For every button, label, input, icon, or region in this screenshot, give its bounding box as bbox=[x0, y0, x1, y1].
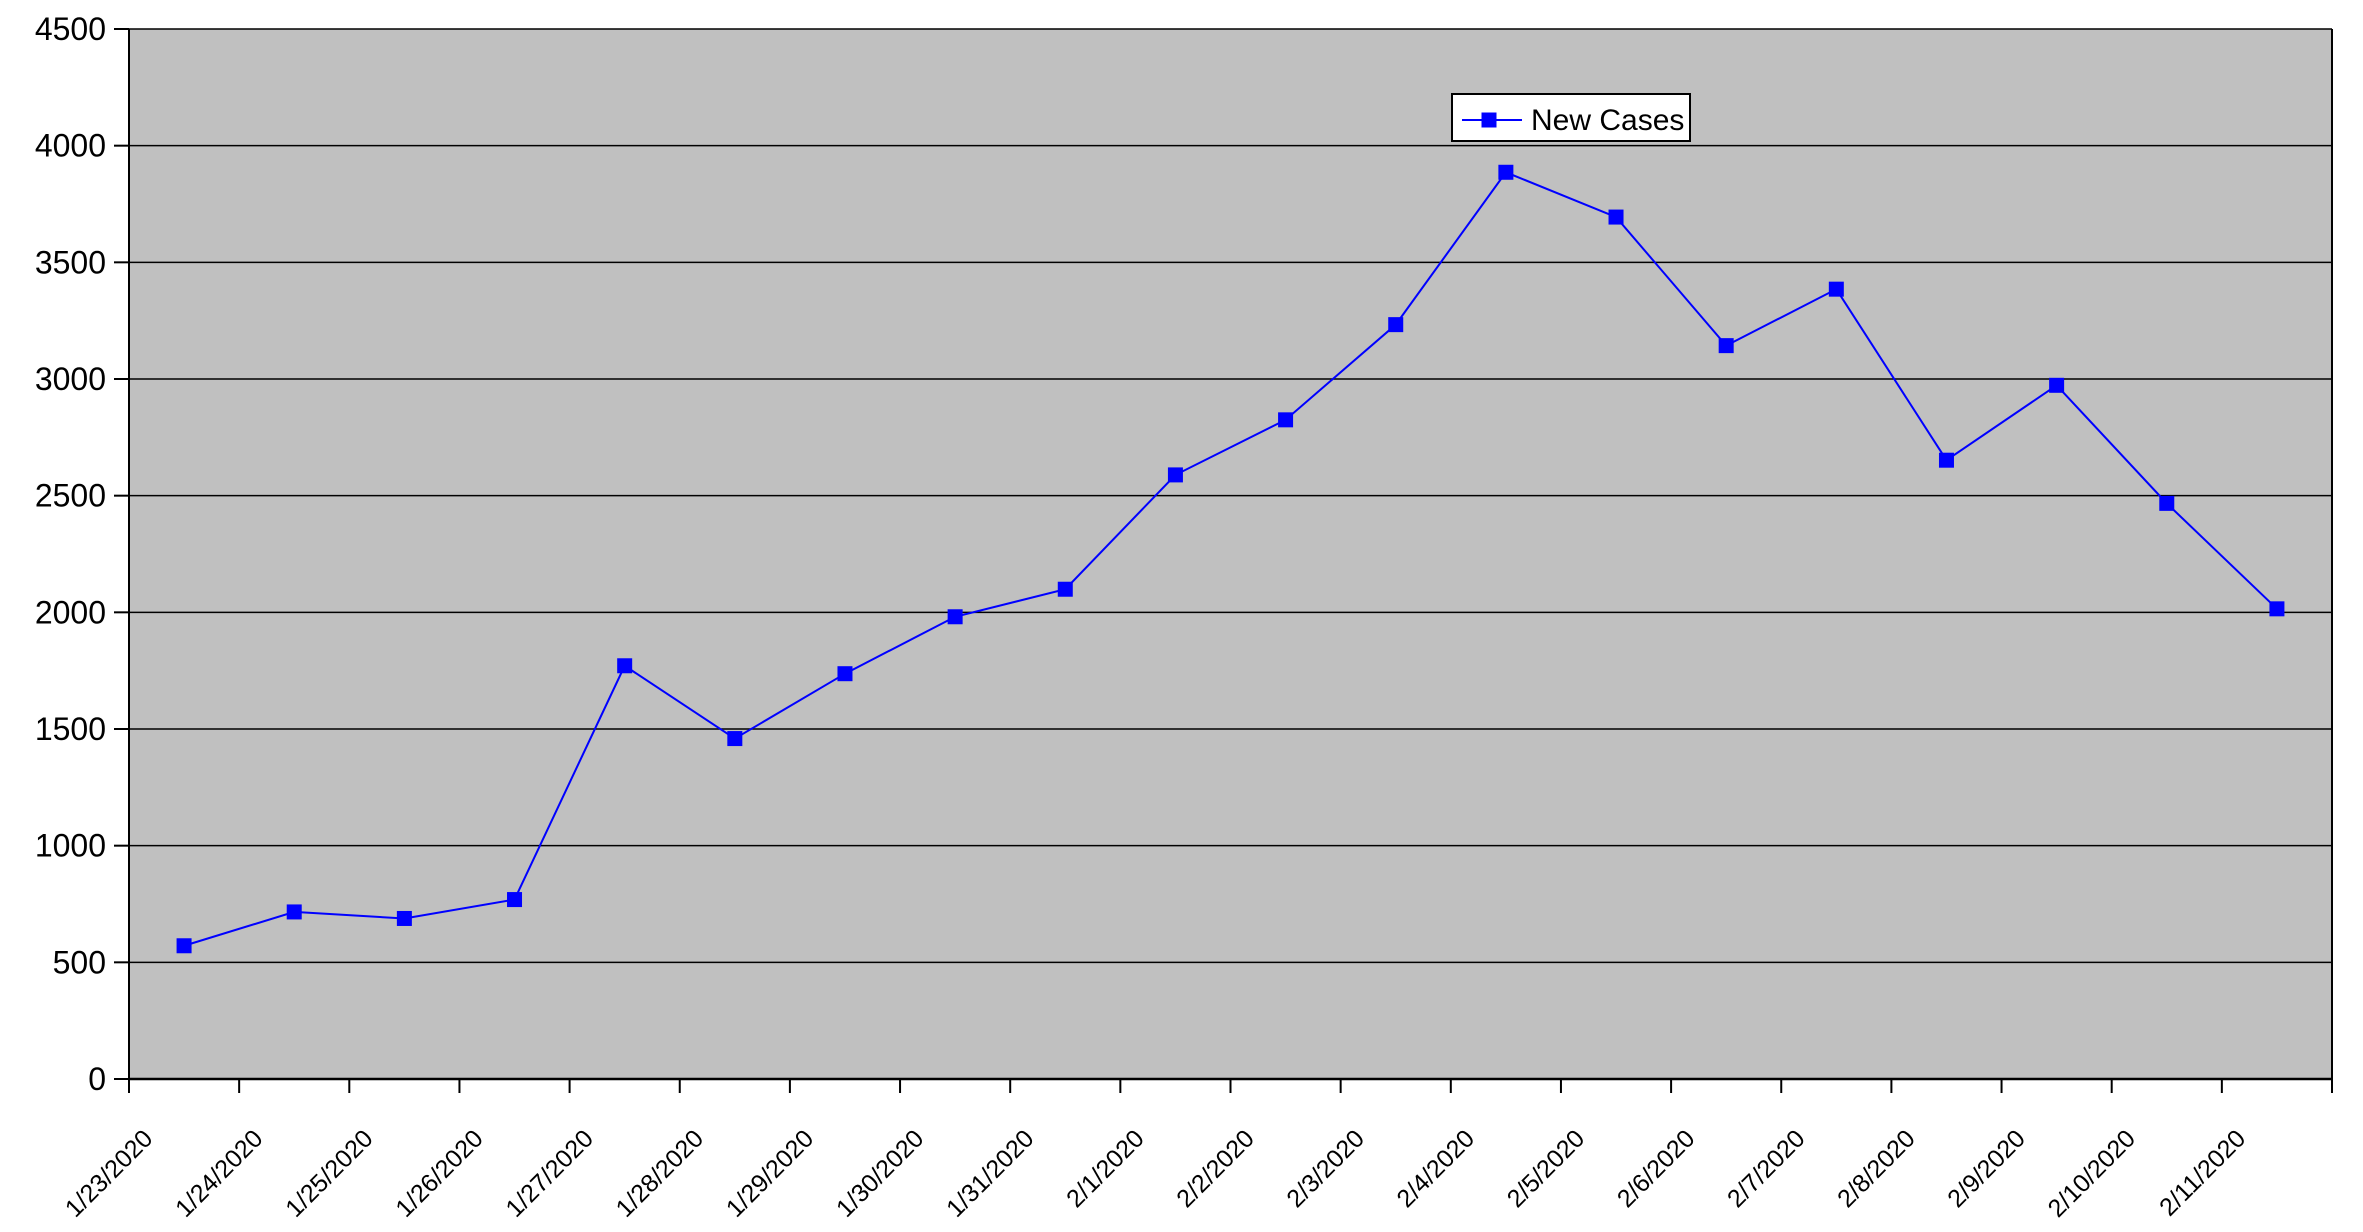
y-axis-ticks bbox=[114, 28, 129, 1080]
x-axis-label: 1/24/2020 bbox=[170, 1124, 268, 1222]
data-point-marker[interactable] bbox=[1608, 209, 1624, 225]
y-axis-label: 3000 bbox=[35, 361, 106, 397]
x-axis-label: 1/30/2020 bbox=[831, 1124, 929, 1222]
y-axis-label: 0 bbox=[88, 1061, 106, 1097]
x-axis-label: 2/2/2020 bbox=[1171, 1124, 1260, 1213]
data-point-marker[interactable] bbox=[1828, 281, 1844, 297]
x-axis-label: 2/9/2020 bbox=[1942, 1124, 2031, 1213]
x-axis-label: 1/28/2020 bbox=[611, 1124, 709, 1222]
x-axis-labels: 1/23/2020 1/24/2020 1/25/2020 1/26/2020 1/27… bbox=[60, 1124, 2251, 1222]
data-point-marker[interactable] bbox=[2049, 377, 2065, 393]
x-axis-label: 1/29/2020 bbox=[721, 1124, 819, 1222]
series-line[interactable] bbox=[183, 171, 2278, 947]
legend[interactable]: New Cases bbox=[1451, 93, 1691, 142]
x-axis-label: 2/3/2020 bbox=[1281, 1124, 1370, 1213]
y-axis-label: 2500 bbox=[35, 478, 106, 514]
data-point-marker[interactable] bbox=[1167, 467, 1183, 483]
y-axis-label: 2000 bbox=[35, 594, 106, 630]
x-axis-label: 1/27/2020 bbox=[500, 1124, 598, 1222]
plot-area-background[interactable] bbox=[129, 29, 2332, 1079]
y-axis-label: 1000 bbox=[35, 828, 106, 864]
y-axis-label: 1500 bbox=[35, 711, 106, 747]
y-axis-labels: 0 500 1000 1500 2000 2500 3000 3500 4000 4500 bbox=[35, 11, 106, 1097]
x-axis-label: 2/5/2020 bbox=[1502, 1124, 1591, 1213]
data-point-marker[interactable] bbox=[2159, 495, 2175, 511]
data-point-marker[interactable] bbox=[837, 666, 853, 682]
data-point-marker[interactable] bbox=[396, 910, 412, 926]
data-point-marker[interactable] bbox=[1718, 338, 1734, 354]
y-axis-label: 4000 bbox=[35, 128, 106, 164]
x-axis-label: 2/6/2020 bbox=[1612, 1124, 1701, 1213]
data-point-marker[interactable] bbox=[1498, 164, 1514, 180]
x-axis-label: 2/11/2020 bbox=[2154, 1124, 2251, 1221]
x-axis-label: 2/8/2020 bbox=[1832, 1124, 1921, 1213]
x-axis-label: 1/25/2020 bbox=[280, 1124, 378, 1222]
y-axis-label: 500 bbox=[53, 944, 106, 980]
data-point-marker[interactable] bbox=[507, 892, 523, 908]
data-point-marker[interactable] bbox=[617, 658, 633, 674]
legend-label: New Cases bbox=[1531, 104, 1684, 137]
x-axis-label: 2/1/2020 bbox=[1061, 1124, 1150, 1213]
gridlines bbox=[129, 144, 2332, 964]
x-axis-label: 2/10/2020 bbox=[2043, 1124, 2141, 1222]
data-point-marker[interactable] bbox=[1938, 452, 1954, 468]
x-axis-label: 1/23/2020 bbox=[60, 1124, 158, 1222]
data-point-marker[interactable] bbox=[1057, 581, 1073, 597]
x-axis-ticks bbox=[128, 1079, 2333, 1093]
data-point-marker[interactable] bbox=[286, 904, 302, 920]
legend-marker-icon bbox=[1481, 112, 1497, 128]
data-point-marker[interactable] bbox=[727, 731, 743, 747]
data-point-marker[interactable] bbox=[947, 609, 963, 625]
data-point-marker[interactable] bbox=[1278, 412, 1294, 428]
x-axis-label: 1/26/2020 bbox=[390, 1124, 488, 1222]
data-point-marker[interactable] bbox=[176, 938, 192, 954]
x-axis-label: 2/4/2020 bbox=[1391, 1124, 1480, 1213]
series-markers bbox=[176, 164, 2285, 954]
x-axis-label: 2/7/2020 bbox=[1722, 1124, 1811, 1213]
x-axis-label: 1/31/2020 bbox=[941, 1124, 1039, 1222]
data-point-marker[interactable] bbox=[1388, 317, 1404, 333]
y-axis-label: 4500 bbox=[35, 11, 106, 47]
y-axis-label: 3500 bbox=[35, 244, 106, 280]
data-point-marker[interactable] bbox=[2269, 601, 2285, 617]
